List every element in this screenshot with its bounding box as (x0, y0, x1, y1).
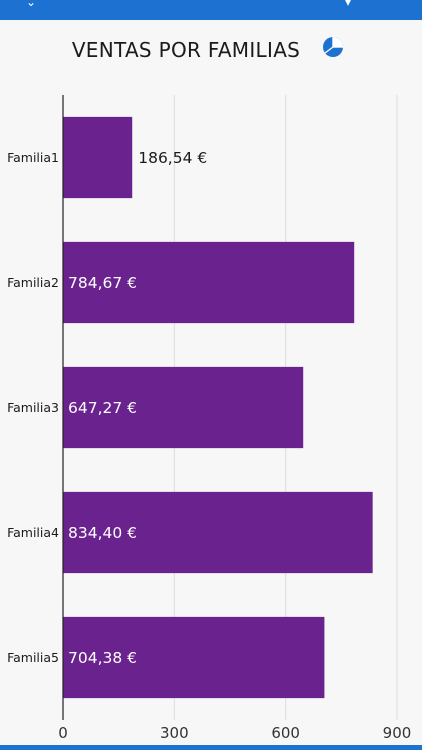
x-tick-label: 600 (271, 724, 300, 742)
action-icon[interactable]: ▾ (345, 0, 352, 9)
bar[interactable] (63, 116, 133, 199)
category-label: Familia5 (7, 650, 59, 665)
value-label: 186,54 € (138, 149, 207, 167)
category-label: Familia3 (7, 400, 59, 415)
category-label: Familia4 (7, 525, 59, 540)
bar[interactable] (63, 616, 325, 699)
value-label: 834,40 € (68, 524, 137, 542)
page-title: VENTAS POR FAMILIAS (71, 38, 301, 62)
bar[interactable] (63, 366, 304, 449)
value-label: 784,67 € (68, 274, 137, 292)
value-label: 704,38 € (68, 649, 137, 667)
axes: 0 300 600 900 Familia1 Familia2 Familia3 Famili… (7, 95, 411, 742)
x-tick-label: 300 (160, 724, 189, 742)
x-tick-label: 0 (58, 724, 68, 742)
bar[interactable] (63, 491, 373, 574)
bar[interactable] (63, 241, 355, 324)
value-label: 647,27 € (68, 399, 137, 417)
back-chevron-icon[interactable]: ⌄ (26, 0, 37, 9)
app-bottom-bar (0, 745, 422, 750)
category-label: Familia1 (7, 150, 59, 165)
category-label: Familia2 (7, 275, 59, 290)
bars: 186,54 € 784,67 € 647,27 € 834,40 € 704,38 € (63, 116, 373, 699)
app-top-bar: ⌄ ▾ (0, 0, 422, 20)
x-tick-label: 900 (383, 724, 412, 742)
pie-chart-icon[interactable] (322, 36, 344, 58)
